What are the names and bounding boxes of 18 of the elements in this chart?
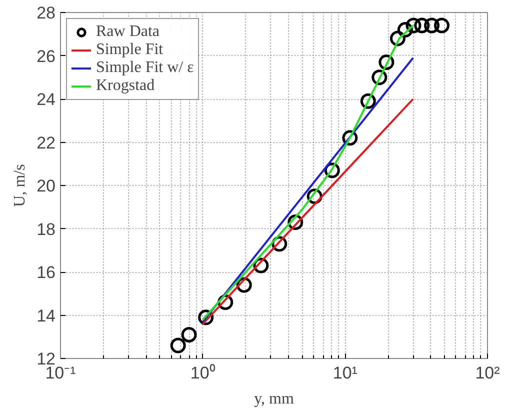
x-tick-label: 10⁻¹ bbox=[45, 364, 76, 382]
x-axis-title: y, mm bbox=[254, 390, 294, 408]
y-tick-label: 14 bbox=[36, 306, 56, 326]
legend-label: Krogstad bbox=[96, 77, 155, 95]
y-tick-label: 16 bbox=[36, 263, 56, 282]
x-tick-label: 10¹ bbox=[332, 364, 358, 382]
y-tick-label: 20 bbox=[36, 176, 56, 196]
y-tick-label: 18 bbox=[36, 220, 56, 239]
y-tick-label: 24 bbox=[36, 90, 56, 109]
x-tick-label: 10² bbox=[475, 364, 500, 382]
legend-label: Simple Fit w/ ε bbox=[96, 59, 194, 77]
y-tick-label: 26 bbox=[36, 46, 56, 66]
legend-label: Raw Data bbox=[96, 23, 160, 41]
legend-label: Simple Fit bbox=[96, 41, 164, 59]
y-axis-title: U, m/s bbox=[12, 164, 29, 207]
x-tick-label: 10⁰ bbox=[190, 364, 216, 382]
y-tick-label: 22 bbox=[36, 133, 56, 152]
y-tick-label: 28 bbox=[36, 4, 56, 22]
